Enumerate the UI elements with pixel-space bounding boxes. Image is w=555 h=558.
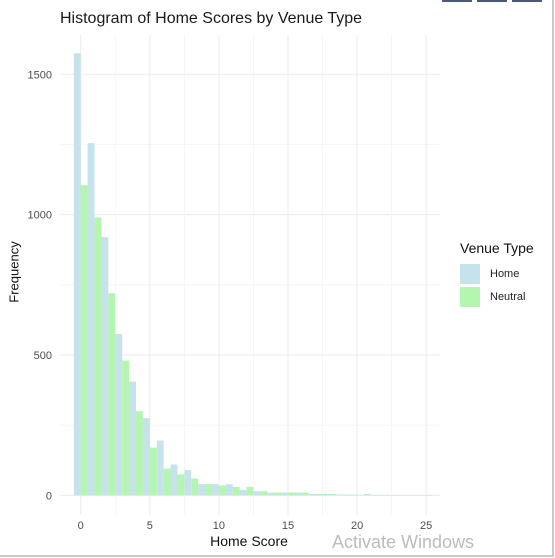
bar-neutral-10 <box>218 485 226 496</box>
bar-neutral-9 <box>205 484 212 496</box>
bar-neutral-16 <box>301 492 309 496</box>
bar-neutral-12 <box>246 486 254 496</box>
bar-neutral-23 <box>398 495 406 496</box>
bar-home-25 <box>419 495 427 496</box>
bar-home-7 <box>170 464 178 496</box>
bar-home-24 <box>405 495 413 496</box>
legend: Venue Type Home Neutral <box>460 240 534 308</box>
bar-neutral-6 <box>163 468 171 496</box>
x-tick-label: 5 <box>147 520 153 532</box>
x-axis-label: Home Score <box>210 533 288 549</box>
bar-home-21 <box>364 493 371 496</box>
bar-home-22 <box>377 494 385 496</box>
legend-swatch-neutral <box>460 286 480 307</box>
bar-neutral-18 <box>329 493 337 496</box>
activate-windows-watermark: Activate Windows <box>332 532 475 552</box>
x-tick-label: 15 <box>282 520 294 532</box>
bar-home-12 <box>239 489 247 496</box>
bar-home-9 <box>198 484 206 496</box>
bar-home-20 <box>350 494 358 496</box>
grid-lines <box>60 35 440 515</box>
x-tick-label: 10 <box>213 520 225 532</box>
bar-neutral-0 <box>80 185 88 496</box>
y-tick-label: 1500 <box>28 69 52 81</box>
y-axis-label: Frequency <box>6 241 22 303</box>
bars <box>73 53 434 496</box>
bar-neutral-7 <box>177 474 185 496</box>
bar-home-16 <box>294 492 302 496</box>
bar-home-1 <box>87 143 95 496</box>
legend-item-home: Home <box>460 262 534 285</box>
bar-neutral-3 <box>122 360 130 496</box>
legend-label-home: Home <box>490 267 520 280</box>
chart-title: Histogram of Home Scores by Venue Type <box>60 10 363 27</box>
y-tick-label: 0 <box>46 490 52 502</box>
bar-home-11 <box>225 484 233 496</box>
bar-neutral-20 <box>357 494 364 496</box>
bar-neutral-24 <box>412 495 420 496</box>
bar-neutral-15 <box>288 492 295 496</box>
bar-home-2 <box>101 237 109 496</box>
bar-home-10 <box>212 484 219 496</box>
bar-home-14 <box>267 492 275 496</box>
tick-labels: 0 500 1000 1500 0 5 10 15 20 25 <box>28 69 433 532</box>
bar-neutral-13 <box>260 491 268 496</box>
x-tick-label: 20 <box>351 520 363 532</box>
legend-label-neutral: Neutral <box>490 290 526 303</box>
bar-home-23 <box>391 495 399 496</box>
bar-neutral-17 <box>315 493 323 496</box>
bar-neutral-21 <box>370 494 378 496</box>
y-tick-label: 1000 <box>28 210 52 222</box>
x-tick-label: 25 <box>420 520 432 532</box>
legend-title: Venue Type <box>460 240 534 256</box>
bar-home-19 <box>336 494 344 496</box>
y-tick-label: 500 <box>34 350 52 362</box>
bar-home-5 <box>142 418 150 496</box>
x-tick-label: 0 <box>78 520 84 532</box>
bar-home-0 <box>73 53 81 496</box>
bar-home-3 <box>115 333 123 496</box>
bar-neutral-5 <box>149 447 157 496</box>
bar-neutral-19 <box>343 494 351 496</box>
bar-home-4 <box>129 381 136 496</box>
bar-neutral-11 <box>232 486 240 496</box>
bar-home-6 <box>156 440 164 496</box>
bar-home-13 <box>253 491 261 496</box>
bar-neutral-22 <box>384 495 392 496</box>
bar-home-8 <box>184 470 192 496</box>
bar-home-17 <box>308 493 316 496</box>
window-top-strip <box>442 0 552 3</box>
bar-neutral-1 <box>94 217 102 496</box>
bar-neutral-2 <box>108 293 116 496</box>
bar-neutral-4 <box>136 411 143 496</box>
legend-item-neutral: Neutral <box>460 285 534 308</box>
legend-swatch-home <box>460 263 480 284</box>
bar-home-15 <box>281 492 288 496</box>
bar-neutral-14 <box>274 492 282 496</box>
bar-neutral-8 <box>191 478 199 496</box>
bar-neutral-25 <box>426 495 434 496</box>
bar-home-18 <box>322 493 330 496</box>
